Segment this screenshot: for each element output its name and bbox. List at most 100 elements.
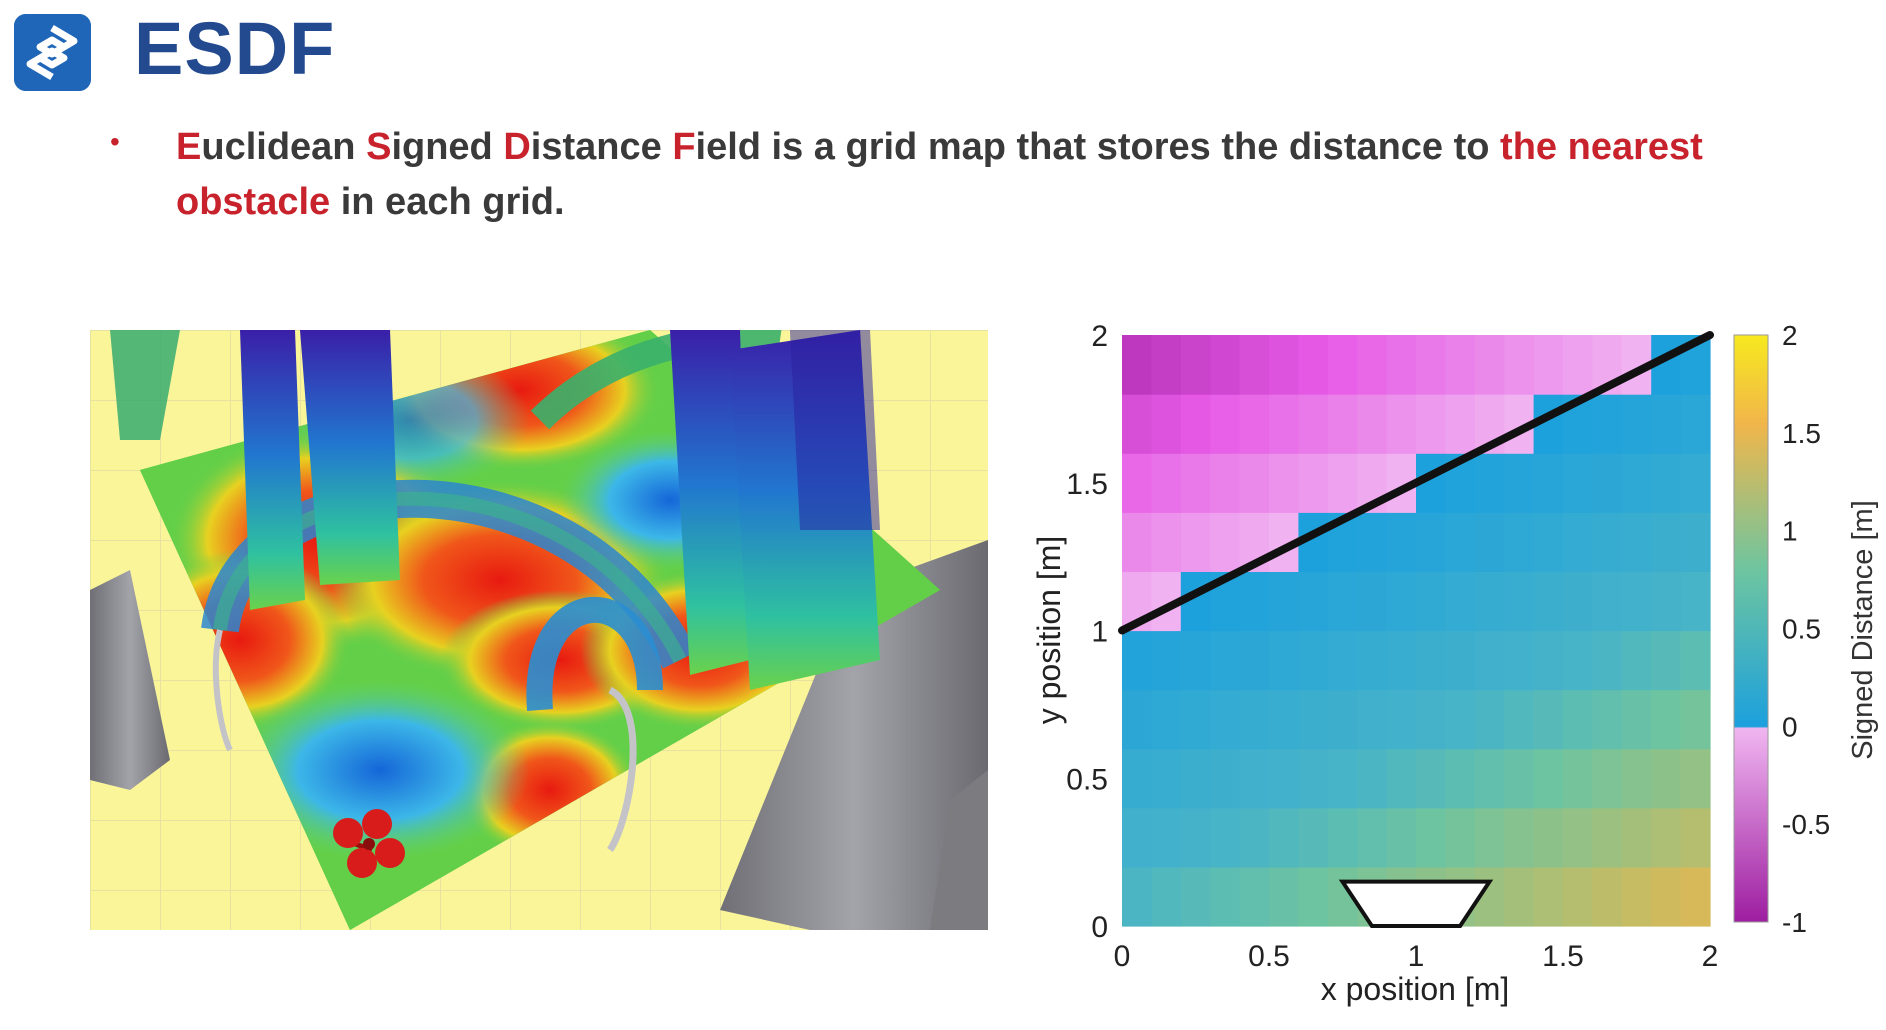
heatmap-cell xyxy=(1680,512,1711,572)
heatmap-cell xyxy=(1180,335,1211,395)
heatmap-cell xyxy=(1327,748,1358,809)
colorbar-tick-label: 1.5 xyxy=(1782,418,1821,449)
heatmap-cell xyxy=(1180,866,1211,927)
x-axis-ticks: 0 0.5 1 1.5 2 xyxy=(1114,940,1719,973)
heatmap-cell xyxy=(1269,571,1299,632)
heatmap-cell xyxy=(1563,689,1593,750)
letter-f: F xyxy=(672,126,696,168)
heatmap-cell xyxy=(1386,394,1417,454)
heatmap-cell xyxy=(1386,571,1417,632)
heatmap-cell xyxy=(1592,748,1623,809)
logo xyxy=(14,14,91,91)
heatmap-cell xyxy=(1269,807,1299,868)
heatmap-cell xyxy=(1445,335,1476,395)
heatmap-cell xyxy=(1504,453,1535,513)
heatmap-cell xyxy=(1563,453,1593,513)
obstacle-boundary-line xyxy=(1118,331,1714,635)
heatmap-cell xyxy=(1269,453,1299,513)
heatmap-cell xyxy=(1504,866,1535,927)
colorbar-tick-label: -0.5 xyxy=(1782,809,1830,840)
heatmap-cell xyxy=(1680,571,1711,632)
heatmap-cell xyxy=(1239,807,1270,868)
heatmap-cell xyxy=(1621,748,1652,809)
heatmap-cell xyxy=(1298,394,1329,454)
heatmap-cell xyxy=(1151,807,1182,868)
heatmap-cell xyxy=(1621,571,1652,632)
heatmap-cell xyxy=(1210,453,1241,513)
drone-icon xyxy=(333,809,405,878)
heatmap-cell xyxy=(1651,689,1682,750)
heatmap-cell xyxy=(1386,512,1417,572)
heatmap-cell xyxy=(1533,748,1564,809)
heatmap-cell xyxy=(1269,689,1299,750)
heatmap-cell xyxy=(1504,689,1535,750)
letter-d: D xyxy=(503,126,531,168)
heatmap-cell xyxy=(1474,571,1505,632)
heatmap-cell xyxy=(1298,807,1329,868)
heatmap-cell xyxy=(1651,571,1682,632)
y-tick-label: 1 xyxy=(1091,616,1108,649)
highlight-obstacle: obstacle xyxy=(176,181,331,223)
heatmap-cell xyxy=(1269,335,1299,395)
x-tick-label: 1 xyxy=(1408,940,1425,973)
y-tick-label: 0 xyxy=(1091,911,1108,944)
bullet-text: Euclidean Signed Distance Field is a gri… xyxy=(176,120,1796,230)
heatmap-cell xyxy=(1680,630,1711,691)
x-tick-label: 0.5 xyxy=(1248,940,1290,973)
x-axis-label: x position [m] xyxy=(1321,971,1510,1007)
esdf-heatmap-chart: 0 0.5 1 1.5 2 0 0.5 1 1.5 2 x position [m] y pos… xyxy=(1010,300,1886,1030)
heatmap-cell xyxy=(1122,807,1152,868)
heatmap-cell xyxy=(1210,335,1241,395)
y-tick-label: 1.5 xyxy=(1066,468,1108,501)
word-d: istance xyxy=(530,126,673,168)
heatmap-cell xyxy=(1533,335,1564,395)
word-f: ield is a grid map that stores the dista… xyxy=(695,126,1501,168)
heatmap-cell xyxy=(1269,748,1299,809)
heatmap-cell xyxy=(1239,689,1270,750)
heatmap-cell xyxy=(1563,512,1593,572)
heatmap-cell xyxy=(1180,748,1211,809)
heatmap-cell xyxy=(1122,630,1152,691)
heatmap-cell xyxy=(1151,335,1182,395)
heatmap-cell xyxy=(1445,630,1476,691)
heatmap-cell xyxy=(1122,394,1152,454)
y-tick-label: 2 xyxy=(1091,320,1108,353)
heatmap-cell xyxy=(1504,748,1535,809)
heatmap-cell xyxy=(1445,571,1476,632)
heatmap-cell xyxy=(1416,512,1446,572)
colorbar-tick-label: 0 xyxy=(1782,711,1798,742)
heatmap-cell xyxy=(1357,748,1388,809)
heatmap-cell xyxy=(1474,807,1505,868)
heatmap-cell xyxy=(1357,394,1388,454)
heatmap-cell xyxy=(1298,571,1329,632)
heatmap-cell xyxy=(1416,630,1446,691)
heatmap-cell xyxy=(1504,807,1535,868)
letter-s: S xyxy=(366,126,392,168)
heatmap-cell xyxy=(1651,807,1682,868)
heatmap-cell xyxy=(1180,807,1211,868)
heatmap-cell xyxy=(1210,807,1241,868)
heatmap-cell xyxy=(1327,394,1358,454)
heatmap-cell xyxy=(1180,453,1211,513)
heatmap-cell xyxy=(1239,630,1270,691)
heatmap-cell xyxy=(1592,866,1623,927)
heatmap-cell xyxy=(1504,571,1535,632)
esdf-3d-image xyxy=(90,324,988,930)
heatmap-cell xyxy=(1180,512,1211,572)
heatmap-cell xyxy=(1680,748,1711,809)
heatmap-cell xyxy=(1651,512,1682,572)
heatmap-cell xyxy=(1504,512,1535,572)
heatmap-cell xyxy=(1474,630,1505,691)
y-tick-label: 0.5 xyxy=(1066,763,1108,796)
heatmap-cell xyxy=(1474,335,1505,395)
esdf-3d-render xyxy=(90,324,988,930)
colorbar-label: Signed Distance [m] xyxy=(1847,500,1879,760)
heatmap-cell xyxy=(1416,748,1446,809)
heatmap-cell xyxy=(1386,748,1417,809)
bullet-dot: • xyxy=(110,126,120,157)
robot-trapezoid xyxy=(1338,879,1494,928)
heatmap-cell xyxy=(1210,394,1241,454)
heatmap-cell xyxy=(1416,807,1446,868)
heatmap-cell xyxy=(1533,512,1564,572)
heatmap-cell xyxy=(1151,453,1182,513)
